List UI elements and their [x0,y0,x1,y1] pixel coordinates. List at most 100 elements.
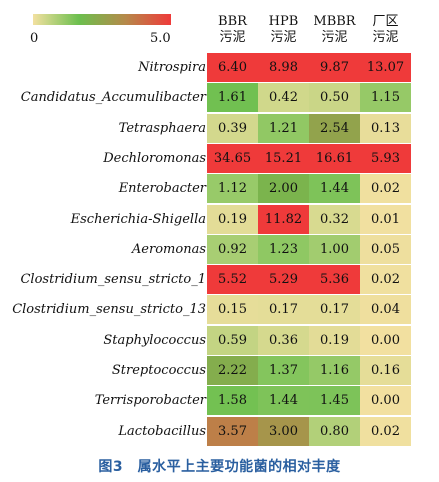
cell-value-label: 0.32 [320,211,349,227]
column-header: BBR 污泥 [207,14,258,46]
heatmap-cell: 1.37 [258,356,309,385]
cell-value-label: 0.17 [320,302,349,318]
row-label: Clostridium_sensu_stricto_13 [12,302,206,318]
heatmap-cell: 2.22 [207,356,258,385]
cell-value-label: 0.42 [269,90,298,106]
heatmap-cell: 34.65 [207,143,258,173]
heatmap-cell: 1.61 [207,83,258,113]
cell-value-label: 0.00 [371,393,400,409]
heatmap-cell: 2.00 [258,174,309,204]
cell-value-label: 1.58 [218,393,247,409]
cell-value-label: 0.04 [371,302,400,318]
cell-value-label: 1.44 [269,393,298,409]
heatmap-cell: 1.16 [309,356,360,385]
row-label: Nitrospira [138,60,206,75]
heatmap-cell: 0.19 [207,204,258,234]
heatmap-cell: 0.80 [309,416,360,446]
figure-caption: 图3 属水平上主要功能菌的相对丰度 [98,459,341,475]
heatmap-cell: 1.45 [309,386,360,416]
heatmap-cell: 0.39 [207,113,258,143]
cell-value-label: 5.52 [218,272,247,288]
heatmap-cell: 0.16 [360,356,411,385]
heatmap-cell: 16.61 [309,143,360,173]
cell-value-label: 1.16 [320,363,349,378]
colorscale-bar [33,14,171,25]
cell-value-label: 2.00 [269,181,298,197]
heatmap-cell: 1.44 [258,386,309,416]
cell-value-label: 9.87 [320,60,349,75]
heatmap-cell: 0.92 [207,234,258,264]
row-label: Escherichia-Shigella [70,211,206,227]
cell-value-label: 0.39 [218,120,247,136]
heatmap-cell: 0.02 [360,265,411,295]
heatmap-cell: 0.01 [360,204,411,234]
cell-value-label: 5.29 [269,272,298,288]
cell-value-label: 0.59 [218,332,247,348]
heatmap-cell: 1.58 [207,386,258,416]
heatmap-cell: 8.98 [258,53,309,82]
heatmap-cell: 0.00 [360,325,411,355]
heatmap-cell: 5.29 [258,265,309,295]
row-label: Dechloromonas [103,150,206,166]
cell-value-label: 3.57 [218,423,247,439]
heatmap-cell: 0.59 [207,325,258,355]
heatmap-cell: 0.02 [360,174,411,204]
heatmap-cell: 0.04 [360,295,411,325]
heatmap-cell: 1.15 [360,83,411,113]
cell-value-label: 1.37 [269,363,298,378]
row-label: Staphylococcus [103,332,206,348]
cell-value-label: 0.92 [218,241,247,257]
cell-value-label: 11.82 [264,211,303,227]
heatmap-cell: 0.42 [258,83,309,113]
cell-value-label: 0.13 [371,120,400,136]
heatmap-cell: 0.02 [360,416,411,446]
heatmap-cell: 0.17 [309,295,360,325]
column-header: MBBR 污泥 [309,14,360,46]
cell-value-label: 1.45 [320,393,349,409]
row-label: Tetrasphaera [118,120,206,136]
cell-value-label: 0.00 [371,332,400,348]
column-header-line1: MBBR [313,14,356,29]
heatmap-cell: 0.50 [309,83,360,113]
colorscale-max-label: 5.0 [150,31,171,46]
heatmap-cell: 0.36 [258,325,309,355]
heatmap-cell: 3.00 [258,416,309,446]
cell-value-label: 0.01 [371,211,400,227]
row-label: Streptococcus [111,363,206,378]
column-header: HPB 污泥 [258,14,309,46]
column-header-line1: 厂区 [372,14,399,29]
cell-value-label: 0.16 [371,363,400,378]
cell-value-label: 0.19 [218,211,247,227]
cell-value-label: 1.23 [269,241,298,257]
colorscale-min-label: 0 [30,31,39,46]
cell-value-label: 0.50 [320,90,349,106]
heatmap-cell: 11.82 [258,204,309,234]
column-header-line2: 污泥 [372,30,399,45]
cell-value-label: 1.61 [218,90,247,106]
heatmap-cell: 5.93 [360,143,411,173]
cell-value-label: 0.17 [269,302,298,318]
column-header-line2: 污泥 [321,30,348,45]
heatmap-cell: 1.12 [207,174,258,204]
row-label: Terrisporobacter [94,393,206,409]
cell-value-label: 0.02 [371,272,400,288]
heatmap-cell: 0.13 [360,113,411,143]
row-label: Aeromonas [131,241,206,257]
heatmap-cell: 0.00 [360,386,411,416]
cell-value-label: 0.15 [218,302,247,318]
heatmap-cell: 3.57 [207,416,258,446]
cell-value-label: 2.54 [320,120,349,136]
row-label: Lactobacillus [118,423,206,439]
row-label: Candidatus_Accumulibacter [20,90,206,106]
heatmap-cell: 1.44 [309,174,360,204]
cell-value-label: 5.36 [320,272,349,288]
heatmap-cell: 0.17 [258,295,309,325]
cell-value-label: 34.65 [213,150,252,166]
cell-value-label: 0.05 [371,241,400,257]
heatmap-cell: 0.32 [309,204,360,234]
heatmap-cell: 1.21 [258,113,309,143]
heatmap-cell: 0.15 [207,295,258,325]
heatmap-cell: 5.36 [309,265,360,295]
column-header-line1: BBR [218,14,247,29]
